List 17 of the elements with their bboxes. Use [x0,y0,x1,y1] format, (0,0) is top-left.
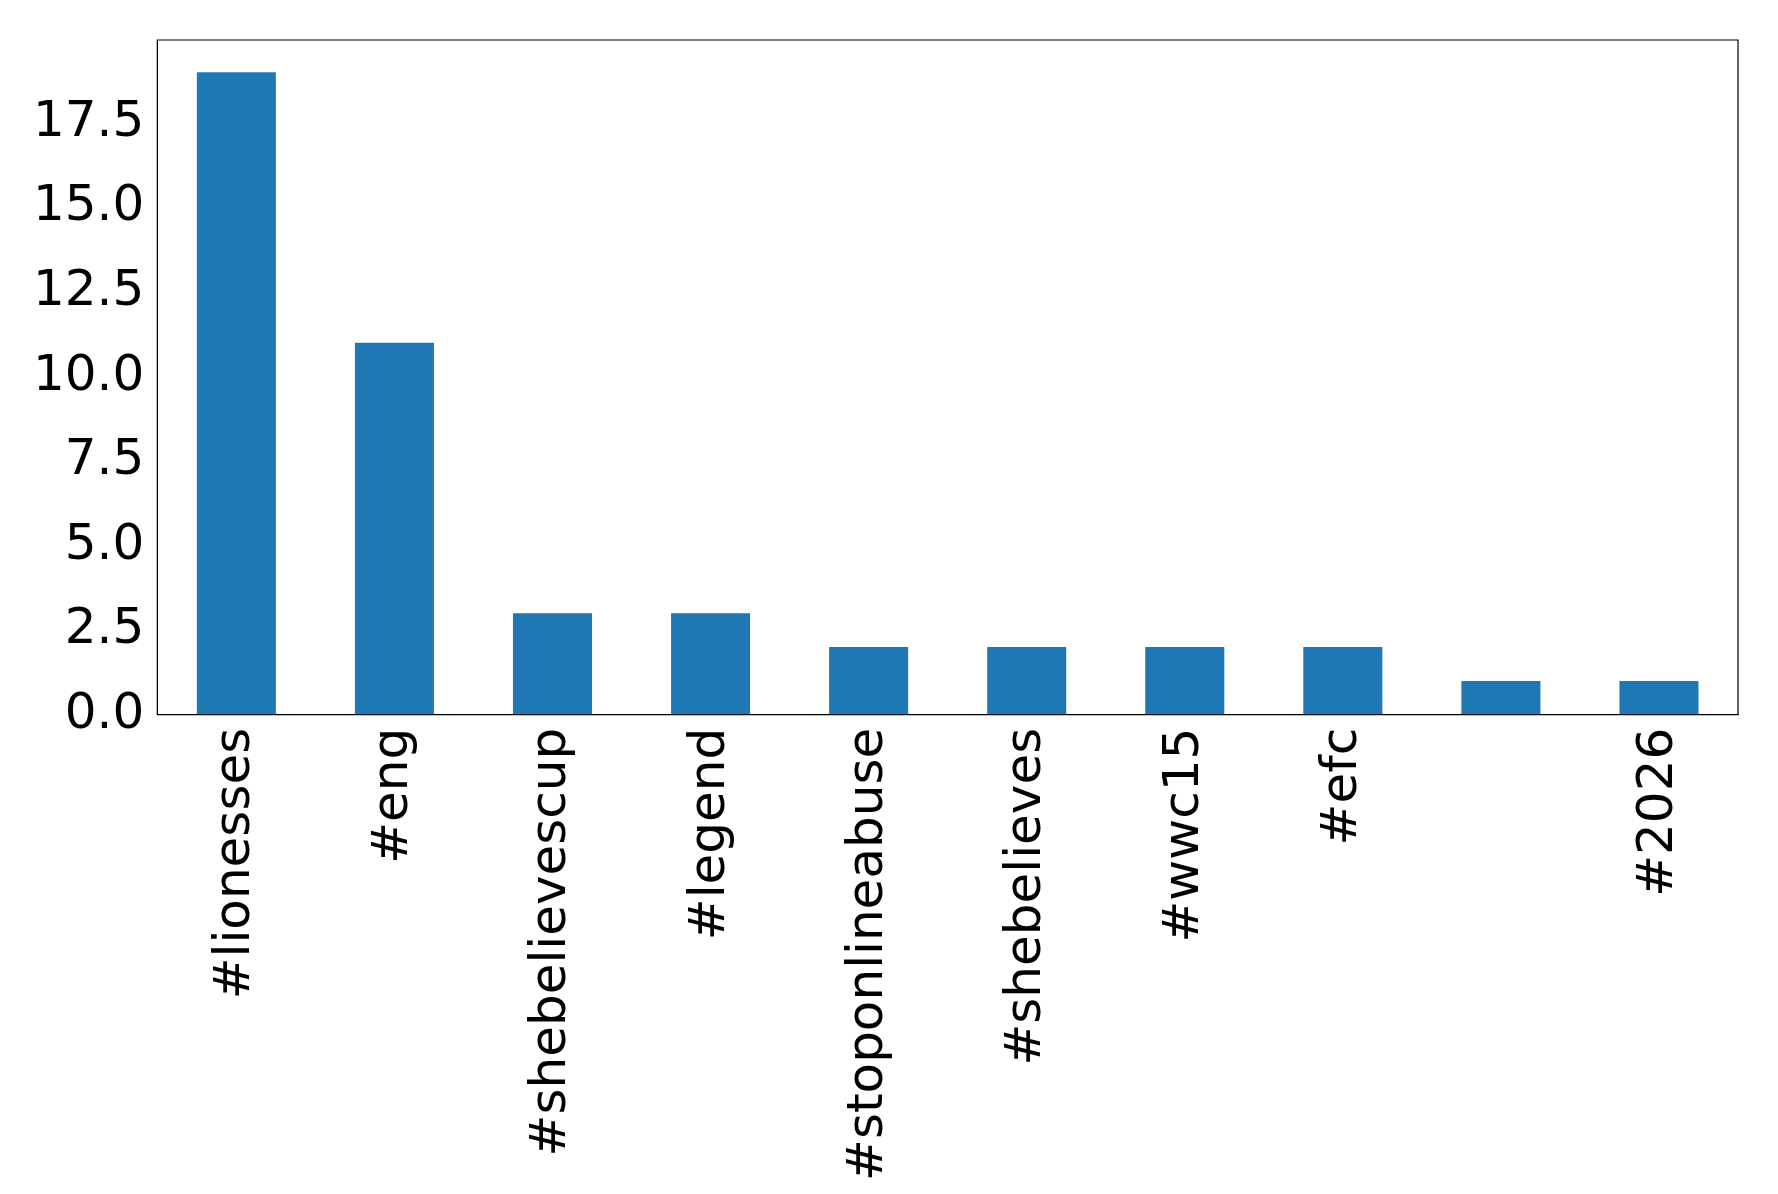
x-tick-label: #stoponlineabuse [835,727,894,1182]
y-tick-label: 15.0 [33,174,145,233]
x-tick-label: #shebelieves [993,727,1052,1066]
y-tick-label: 2.5 [64,597,145,656]
y-tick-label: 7.5 [64,428,145,487]
y-tick-label: 12.5 [33,258,145,317]
x-tick-label: #wwc15 [1151,727,1210,943]
x-tick-label: #eng [361,727,420,864]
y-tick-label: 0.0 [64,681,145,740]
x-tick-label: #2026 [1625,727,1684,897]
y-tick-label: 17.5 [33,89,145,148]
x-tick-label: #lionesses [203,727,262,1000]
x-tick-label: #shebelievescup [519,727,578,1157]
y-tick-label: 10.0 [33,343,145,402]
x-tick-label: #legend [677,727,736,941]
y-tick-label: 5.0 [64,512,145,571]
x-tick-label: #efc [1309,727,1368,846]
